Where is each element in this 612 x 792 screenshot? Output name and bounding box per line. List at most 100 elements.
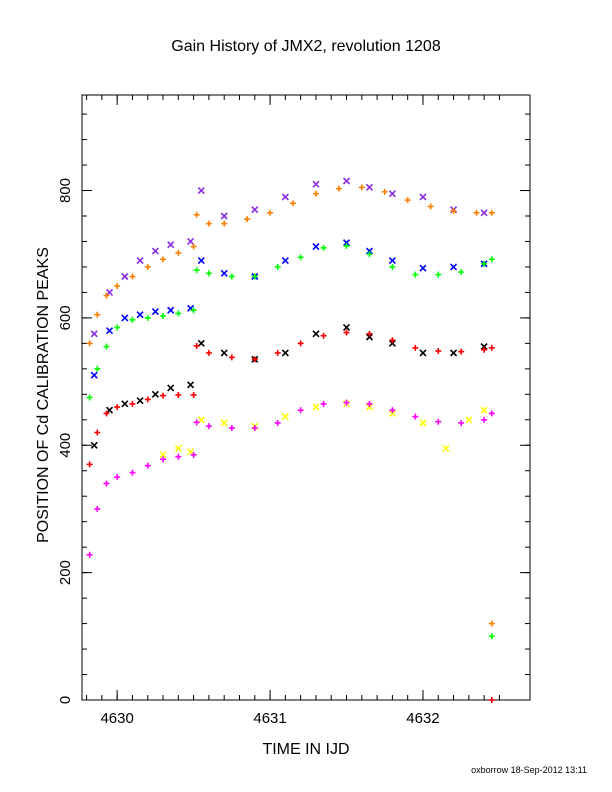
data-point [281,413,289,421]
data-point [320,332,327,339]
data-point [312,190,319,197]
data-point [412,413,419,420]
data-point [86,340,93,347]
data-point [167,384,175,392]
data-point [419,349,427,357]
data-point [343,329,350,336]
series-1 [86,184,495,347]
data-point [103,292,110,299]
series-0 [90,177,488,338]
data-point [312,330,320,338]
data-point [205,270,212,277]
data-point [114,324,121,331]
data-point [488,697,495,703]
data-point [90,330,98,338]
data-point [320,400,327,407]
data-point [465,416,473,424]
data-point [290,200,297,207]
series-2 [90,239,488,379]
data-point [193,211,200,218]
data-point [105,406,114,414]
data-point [114,404,121,411]
series-10 [488,697,495,703]
y-axis-ticks: 0 200 400 600 800 [57,113,530,704]
data-point [435,418,442,425]
data-point [160,256,167,263]
data-point [366,330,373,337]
data-point [312,180,320,188]
data-point [488,633,495,640]
series-5 [86,329,495,468]
data-point [366,251,373,258]
data-point [274,419,281,426]
data-point [94,505,101,512]
data-point [481,346,488,353]
data-point [389,337,396,344]
data-point [129,469,136,476]
data-point [121,272,129,281]
x-tick-label: 4631 [253,710,286,727]
data-point [488,344,495,351]
data-point [365,183,374,191]
data-point [220,269,228,277]
data-point [365,403,374,411]
data-point [274,263,281,270]
y-tick-label: 0 [57,696,74,704]
x-axis-label: TIME IN IJD [262,741,349,758]
data-point [449,349,458,357]
data-point [480,342,488,351]
data-point [342,177,351,185]
data-point [450,207,457,214]
chart-title: Gain History of JMX2, revolution 1208 [171,38,441,55]
data-point [281,193,289,201]
data-point [151,247,159,255]
data-point [435,271,442,278]
data-point [388,339,396,347]
data-point [274,349,281,356]
data-point [488,620,495,627]
data-point [105,327,114,335]
data-point [458,269,465,276]
data-point [167,241,175,249]
data-point [297,407,304,414]
data-point [449,263,458,271]
data-point [251,273,258,280]
data-point [144,396,151,403]
data-point [103,410,110,417]
data-point [190,391,197,398]
data-point [175,310,182,317]
data-point [342,239,351,247]
x-axis-ticks: 4630 4631 4632 [86,95,500,727]
data-point [442,444,450,453]
data-point [488,410,495,417]
data-point [458,348,465,355]
data-point [251,425,258,432]
data-point [389,263,396,270]
data-point [136,397,144,405]
data-point [220,349,228,357]
x-tick-label: 4632 [406,710,439,727]
y-axis-label: POSITION OF Cd CALIBRATION PEAKS [35,247,52,543]
data-point [190,451,197,458]
data-point [365,333,374,341]
data-point [419,264,427,272]
data-point [388,190,396,198]
data-point [129,400,136,407]
series-9 [488,633,495,640]
data-point [193,419,200,426]
data-point [388,257,396,265]
data-point [220,419,228,427]
data-point [144,314,151,321]
series-4 [90,323,488,449]
data-point [193,342,200,349]
data-point [90,441,98,449]
data-point [114,474,121,481]
data-point [86,394,93,401]
data-point [175,249,182,256]
data-point [160,312,167,319]
data-point [151,307,159,316]
data-point [86,461,93,468]
data-point [480,209,488,217]
data-point [94,365,101,372]
data-point [488,209,495,216]
